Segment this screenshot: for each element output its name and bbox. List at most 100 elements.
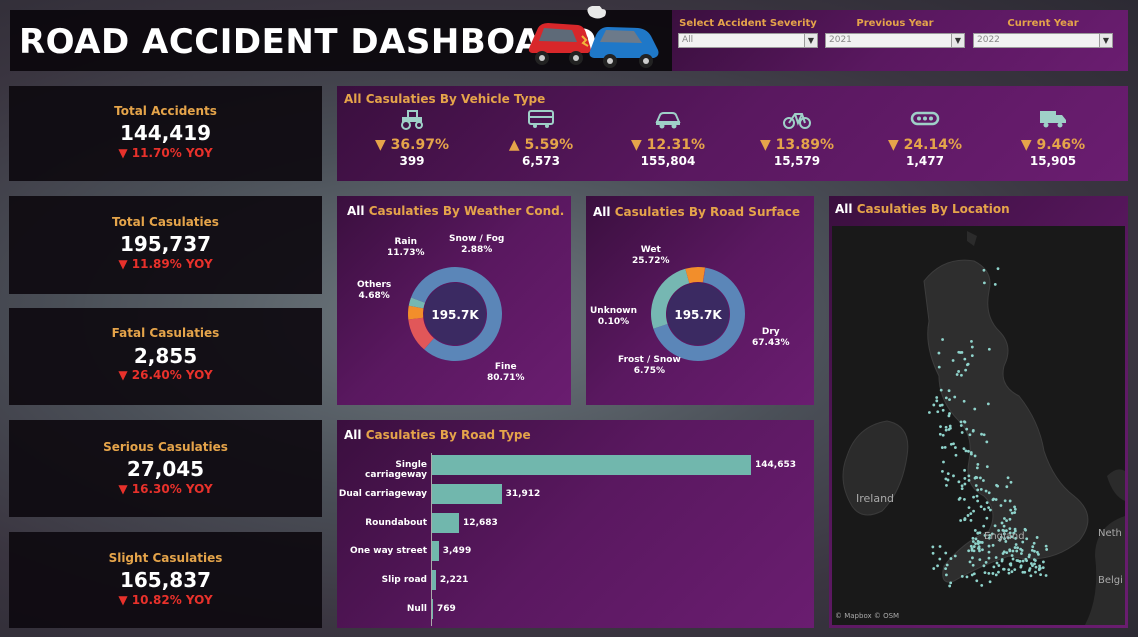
donut-slice-dry[interactable] bbox=[653, 267, 745, 361]
casualty-dot[interactable] bbox=[1008, 531, 1012, 535]
casualty-dot[interactable] bbox=[949, 426, 952, 430]
casualty-dot[interactable] bbox=[971, 563, 975, 567]
casualty-dot[interactable] bbox=[1036, 550, 1039, 554]
casualty-dot[interactable] bbox=[1011, 549, 1015, 553]
casualty-dot[interactable] bbox=[992, 497, 996, 501]
casualty-dot[interactable] bbox=[969, 452, 973, 456]
casualty-dot[interactable] bbox=[1024, 557, 1028, 561]
casualty-dot[interactable] bbox=[940, 446, 944, 449]
casualty-dot[interactable] bbox=[1001, 528, 1005, 532]
casualty-dot[interactable] bbox=[982, 268, 986, 272]
casualty-dot[interactable] bbox=[958, 351, 962, 354]
casualty-dot[interactable] bbox=[1041, 560, 1045, 564]
casualty-dot[interactable] bbox=[982, 507, 986, 511]
bar[interactable] bbox=[431, 483, 502, 504]
casualty-dot[interactable] bbox=[944, 551, 948, 555]
casualty-dot[interactable] bbox=[960, 574, 964, 578]
casualty-dot[interactable] bbox=[979, 476, 982, 480]
casualty-dot[interactable] bbox=[1041, 566, 1045, 570]
casualty-dot[interactable] bbox=[952, 474, 955, 478]
casualty-dot[interactable] bbox=[1002, 524, 1006, 528]
casualty-dot[interactable] bbox=[984, 561, 988, 564]
casualty-dot[interactable] bbox=[1005, 485, 1009, 489]
casualty-dot[interactable] bbox=[973, 454, 977, 458]
casualty-dot[interactable] bbox=[953, 446, 957, 449]
casualty-dot[interactable] bbox=[966, 362, 970, 366]
casualty-dot[interactable] bbox=[976, 531, 980, 535]
casualty-dot[interactable] bbox=[962, 399, 966, 403]
casualty-dot[interactable] bbox=[977, 546, 980, 550]
casualty-dot[interactable] bbox=[998, 538, 1002, 542]
casualty-dot[interactable] bbox=[1002, 567, 1006, 571]
casualty-dot[interactable] bbox=[1001, 552, 1005, 555]
casualty-dot[interactable] bbox=[1030, 548, 1034, 552]
casualty-dot[interactable] bbox=[978, 541, 982, 544]
casualty-dot[interactable] bbox=[1025, 537, 1029, 541]
casualty-dot[interactable] bbox=[979, 505, 983, 508]
casualty-dot[interactable] bbox=[974, 537, 978, 541]
casualty-dot[interactable] bbox=[987, 550, 991, 554]
casualty-dot[interactable] bbox=[973, 529, 977, 532]
casualty-dot[interactable] bbox=[978, 558, 982, 562]
casualty-dot[interactable] bbox=[971, 536, 975, 540]
casualty-dot[interactable] bbox=[1015, 559, 1019, 562]
casualty-dot[interactable] bbox=[948, 412, 951, 415]
casualty-dot[interactable] bbox=[988, 580, 992, 584]
casualty-dot[interactable] bbox=[1013, 505, 1016, 509]
casualty-dot[interactable] bbox=[949, 442, 953, 446]
casualty-dot[interactable] bbox=[1037, 552, 1040, 556]
casualty-dot[interactable] bbox=[960, 484, 964, 488]
casualty-dot[interactable] bbox=[932, 567, 936, 570]
casualty-dot[interactable] bbox=[962, 447, 966, 451]
casualty-dot[interactable] bbox=[1032, 541, 1036, 545]
casualty-dot[interactable] bbox=[937, 365, 941, 369]
casualty-dot[interactable] bbox=[1006, 536, 1010, 540]
donut-slice-others[interactable] bbox=[408, 305, 424, 320]
casualty-dot[interactable] bbox=[944, 396, 948, 400]
casualty-dot[interactable] bbox=[997, 570, 1000, 574]
casualty-dot[interactable] bbox=[987, 544, 991, 548]
casualty-dot[interactable] bbox=[1021, 559, 1025, 563]
casualty-dot[interactable] bbox=[944, 567, 948, 571]
casualty-dot[interactable] bbox=[949, 581, 953, 585]
casualty-dot[interactable] bbox=[951, 359, 955, 362]
casualty-dot[interactable] bbox=[970, 354, 974, 358]
casualty-dot[interactable] bbox=[975, 476, 979, 480]
casualty-dot[interactable] bbox=[1004, 540, 1008, 543]
donut-slice-rain[interactable] bbox=[408, 317, 434, 350]
casualty-dot[interactable] bbox=[1038, 564, 1042, 568]
casualty-dot[interactable] bbox=[963, 498, 966, 501]
casualty-dot[interactable] bbox=[1034, 570, 1037, 574]
casualty-dot[interactable] bbox=[1003, 517, 1006, 520]
casualty-dot[interactable] bbox=[996, 267, 1000, 271]
casualty-dot[interactable] bbox=[991, 572, 995, 575]
casualty-dot[interactable] bbox=[1000, 559, 1004, 563]
casualty-dot[interactable] bbox=[983, 571, 987, 575]
casualty-dot[interactable] bbox=[954, 453, 958, 457]
casualty-dot[interactable] bbox=[965, 427, 969, 431]
casualty-dot[interactable] bbox=[993, 282, 997, 286]
casualty-dot[interactable] bbox=[1008, 527, 1012, 531]
donut-slice-snow-fog[interactable] bbox=[408, 297, 426, 309]
casualty-dot[interactable] bbox=[976, 462, 980, 466]
casualty-dot[interactable] bbox=[1028, 553, 1031, 557]
casualty-dot[interactable] bbox=[982, 433, 986, 437]
casualty-dot[interactable] bbox=[948, 424, 952, 428]
casualty-dot[interactable] bbox=[970, 573, 974, 577]
casualty-dot[interactable] bbox=[959, 519, 963, 522]
casualty-dot[interactable] bbox=[1014, 537, 1017, 540]
casualty-dot[interactable] bbox=[968, 433, 972, 437]
casualty-dot[interactable] bbox=[967, 449, 970, 453]
casualty-dot[interactable] bbox=[982, 479, 985, 482]
severity-select[interactable]: All ▼ bbox=[678, 33, 818, 48]
casualty-dot[interactable] bbox=[994, 498, 998, 501]
casualty-dot[interactable] bbox=[963, 357, 967, 361]
casualty-dot[interactable] bbox=[953, 395, 957, 399]
casualty-dot[interactable] bbox=[957, 370, 960, 373]
casualty-dot[interactable] bbox=[971, 429, 975, 433]
casualty-dot[interactable] bbox=[987, 347, 991, 351]
casualty-dot[interactable] bbox=[969, 512, 973, 516]
casualty-dot[interactable] bbox=[987, 491, 991, 495]
casualty-dot[interactable] bbox=[959, 424, 963, 427]
casualty-dot[interactable] bbox=[994, 573, 998, 577]
